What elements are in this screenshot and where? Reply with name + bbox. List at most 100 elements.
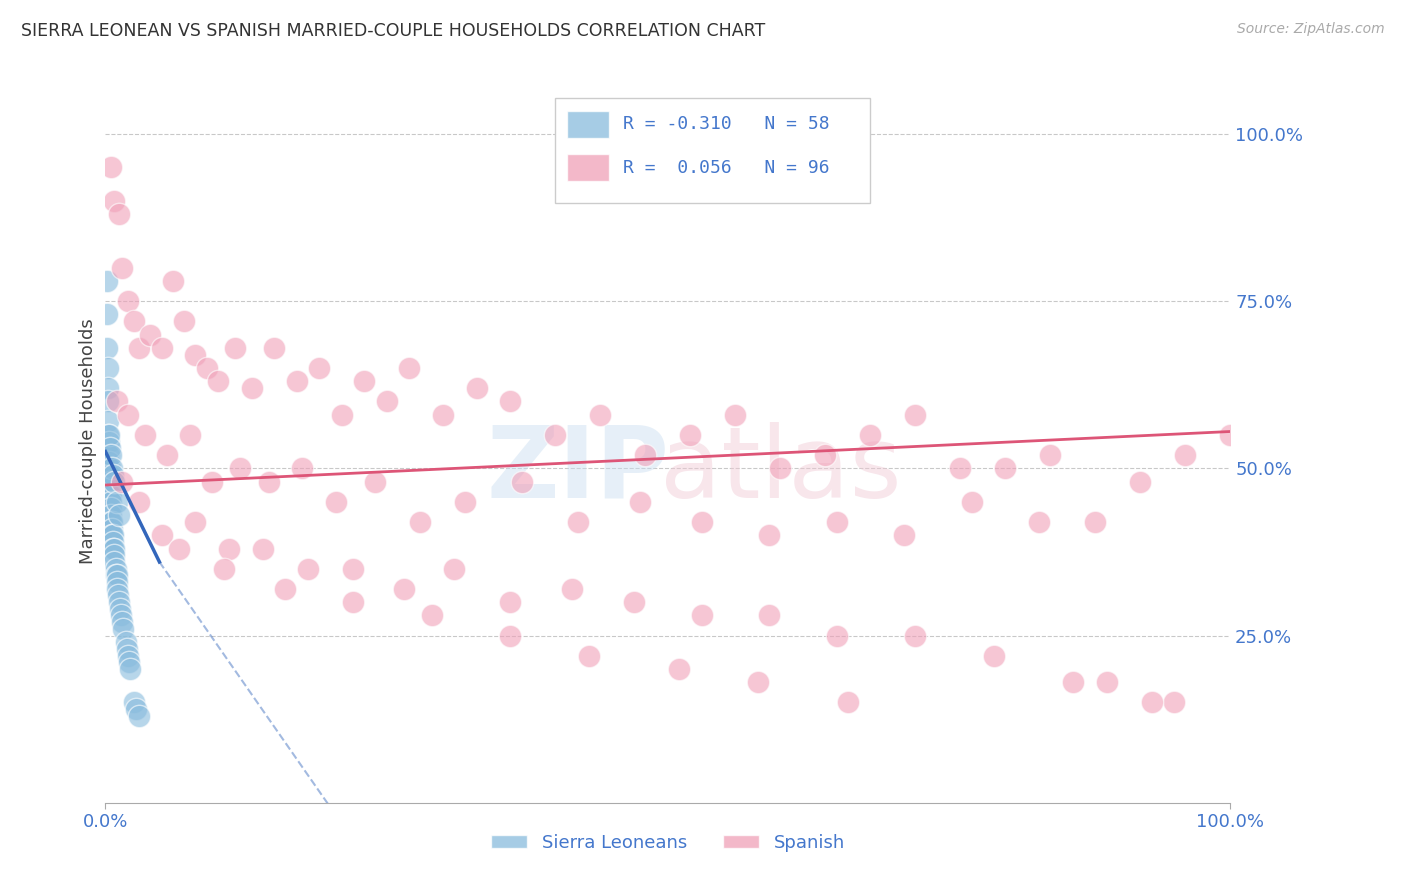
Point xyxy=(1084,515,1107,529)
Point xyxy=(117,648,139,663)
Point xyxy=(100,161,122,175)
Point xyxy=(105,494,128,508)
Point xyxy=(108,595,131,609)
Point xyxy=(105,575,128,590)
Text: atlas: atlas xyxy=(659,422,901,519)
Point xyxy=(122,696,145,710)
Point xyxy=(544,427,567,442)
Point xyxy=(107,589,129,603)
Point xyxy=(904,408,927,422)
Point xyxy=(747,675,769,690)
Text: R =  0.056   N = 96: R = 0.056 N = 96 xyxy=(623,159,830,177)
Point xyxy=(98,467,121,482)
Point xyxy=(634,448,657,462)
Point xyxy=(97,461,120,475)
Point xyxy=(128,341,150,355)
Point xyxy=(97,394,120,409)
Text: Source: ZipAtlas.com: Source: ZipAtlas.com xyxy=(1237,22,1385,37)
Point xyxy=(100,508,122,523)
Point xyxy=(769,461,792,475)
Point xyxy=(443,562,465,576)
Bar xyxy=(567,111,609,138)
Point xyxy=(150,341,173,355)
Point xyxy=(353,375,375,389)
Point xyxy=(224,341,246,355)
Point xyxy=(342,595,364,609)
Point xyxy=(134,427,156,442)
Point xyxy=(859,427,882,442)
Bar xyxy=(567,154,609,181)
Point xyxy=(179,427,201,442)
Point xyxy=(229,461,252,475)
Point xyxy=(420,608,443,623)
Point xyxy=(128,494,150,508)
Point xyxy=(103,467,125,482)
Point xyxy=(101,528,124,542)
Point xyxy=(1039,448,1062,462)
Point xyxy=(628,494,651,508)
Point xyxy=(825,628,848,642)
Point xyxy=(758,528,780,542)
Point xyxy=(308,361,330,376)
Point xyxy=(291,461,314,475)
Point xyxy=(274,582,297,596)
Point xyxy=(1174,448,1197,462)
Point xyxy=(173,314,195,328)
Point xyxy=(105,582,128,596)
Text: ZIP: ZIP xyxy=(486,422,669,519)
Point xyxy=(623,595,645,609)
Point xyxy=(263,341,285,355)
Point xyxy=(98,442,121,455)
Point xyxy=(454,494,477,508)
Point xyxy=(184,515,207,529)
Point xyxy=(100,494,122,508)
Point xyxy=(983,648,1005,663)
Point xyxy=(212,562,235,576)
Point xyxy=(104,568,127,582)
Point xyxy=(97,427,120,442)
Point xyxy=(120,662,142,676)
Point xyxy=(101,521,124,535)
Point xyxy=(108,207,131,221)
Point xyxy=(98,488,121,502)
Point xyxy=(156,448,179,462)
Point xyxy=(499,595,522,609)
Point xyxy=(114,635,136,649)
Point xyxy=(330,408,353,422)
Point xyxy=(218,541,240,556)
Point xyxy=(1028,515,1050,529)
Point xyxy=(150,528,173,542)
Point xyxy=(108,508,131,523)
Point xyxy=(375,394,398,409)
Point xyxy=(97,434,120,449)
Point xyxy=(103,541,125,556)
Point xyxy=(567,515,589,529)
Point xyxy=(122,314,145,328)
Point xyxy=(510,475,533,489)
Point xyxy=(100,501,122,516)
Point xyxy=(893,528,915,542)
Point xyxy=(364,475,387,489)
Point xyxy=(97,414,120,429)
Point xyxy=(103,548,125,563)
Point xyxy=(465,381,488,395)
Text: SIERRA LEONEAN VS SPANISH MARRIED-COUPLE HOUSEHOLDS CORRELATION CHART: SIERRA LEONEAN VS SPANISH MARRIED-COUPLE… xyxy=(21,22,765,40)
Point xyxy=(111,475,134,489)
Point xyxy=(325,494,347,508)
Point xyxy=(98,482,121,496)
Point xyxy=(101,515,124,529)
Point xyxy=(195,361,218,376)
Point xyxy=(103,475,125,489)
Point xyxy=(904,628,927,642)
Point xyxy=(432,408,454,422)
Point xyxy=(117,408,139,422)
Point xyxy=(104,562,127,576)
Point xyxy=(825,515,848,529)
Point xyxy=(125,702,148,716)
Point xyxy=(960,494,983,508)
Point xyxy=(1140,696,1163,710)
Y-axis label: Married-couple Households: Married-couple Households xyxy=(79,318,97,565)
Point xyxy=(758,608,780,623)
Point xyxy=(98,475,121,489)
Point xyxy=(100,515,122,529)
